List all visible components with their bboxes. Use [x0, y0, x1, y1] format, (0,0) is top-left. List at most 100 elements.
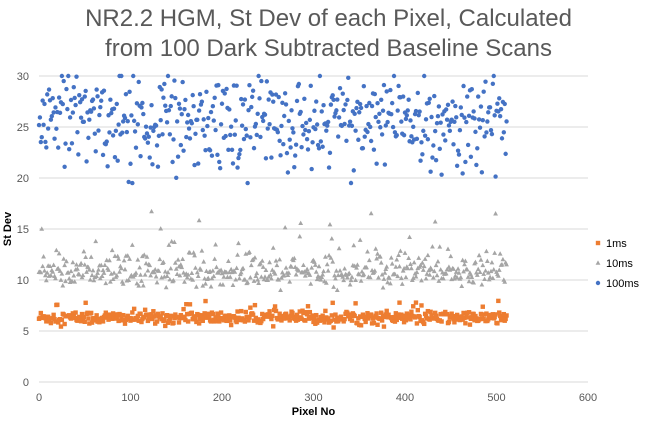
data-point-10ms — [302, 273, 308, 278]
data-point-100ms — [134, 101, 140, 106]
data-point-100ms — [39, 135, 44, 140]
data-point-100ms — [114, 101, 119, 107]
data-point-100ms — [314, 122, 320, 127]
data-point-100ms — [93, 149, 98, 154]
data-point-100ms — [405, 108, 410, 113]
data-point-100ms — [172, 78, 177, 83]
data-point-10ms — [161, 259, 166, 265]
legend-label-1ms: 1ms — [606, 238, 627, 250]
data-point-10ms — [50, 269, 56, 274]
data-point-10ms — [189, 270, 195, 276]
data-point-100ms — [257, 96, 262, 101]
data-point-10ms — [100, 267, 106, 273]
data-point-10ms — [75, 266, 80, 271]
data-point-1ms — [232, 315, 238, 320]
data-point-100ms — [368, 124, 373, 130]
data-point-100ms — [428, 169, 433, 174]
data-point-10ms — [193, 284, 199, 289]
legend-label-10ms: 10ms — [606, 258, 633, 270]
data-point-100ms — [64, 86, 69, 92]
data-point-10ms — [496, 267, 502, 272]
data-point-100ms — [56, 95, 62, 100]
data-point-1ms — [227, 313, 232, 318]
data-point-10ms — [209, 275, 215, 281]
data-point-100ms — [38, 139, 44, 145]
data-point-100ms — [369, 103, 375, 109]
data-point-100ms — [327, 150, 333, 156]
data-point-10ms — [96, 267, 101, 272]
data-point-100ms — [236, 155, 241, 161]
data-point-1ms — [341, 319, 346, 324]
data-point-10ms — [375, 251, 380, 256]
data-point-100ms — [76, 152, 81, 157]
data-point-100ms — [490, 81, 496, 86]
data-point-1ms — [48, 320, 54, 326]
data-point-10ms — [283, 265, 289, 270]
data-point-100ms — [409, 134, 414, 139]
data-point-100ms — [281, 142, 286, 147]
data-point-1ms — [473, 313, 478, 319]
data-point-10ms — [253, 273, 259, 278]
data-point-1ms — [162, 318, 167, 323]
data-point-100ms — [223, 133, 228, 139]
data-point-10ms — [134, 280, 140, 286]
data-point-1ms — [299, 316, 304, 321]
data-point-100ms — [480, 118, 485, 123]
data-point-100ms — [73, 102, 78, 108]
data-point-1ms — [309, 315, 314, 321]
data-point-10ms — [97, 275, 103, 281]
data-point-10ms — [475, 266, 481, 272]
data-point-10ms — [301, 262, 306, 268]
data-point-100ms — [324, 128, 329, 133]
data-point-100ms — [99, 98, 104, 103]
data-point-100ms — [83, 88, 88, 94]
data-point-10ms — [277, 256, 283, 262]
data-point-1ms — [225, 318, 230, 324]
data-point-10ms — [398, 248, 403, 253]
data-point-100ms — [140, 100, 145, 106]
y-tick-label: 30 — [17, 71, 29, 83]
legend: 1ms 10ms 100ms — [595, 238, 640, 290]
data-point-10ms — [469, 274, 475, 280]
legend-label-100ms: 100ms — [606, 278, 640, 290]
data-point-10ms — [251, 278, 257, 283]
data-point-100ms — [477, 125, 483, 130]
data-point-10ms — [312, 262, 318, 267]
data-point-1ms — [246, 318, 251, 323]
data-point-10ms — [242, 277, 248, 282]
data-point-100ms — [148, 125, 153, 130]
data-point-10ms — [332, 272, 337, 278]
data-point-100ms — [184, 134, 189, 140]
data-point-100ms — [283, 102, 289, 107]
data-point-100ms — [438, 120, 443, 125]
data-point-100ms — [206, 115, 211, 121]
data-point-1ms — [484, 311, 489, 316]
data-point-100ms — [318, 139, 324, 144]
data-point-100ms — [284, 150, 290, 156]
data-point-1ms — [393, 311, 399, 316]
data-point-100ms — [77, 92, 82, 98]
data-point-1ms — [384, 308, 389, 314]
data-point-1ms — [166, 318, 172, 324]
data-point-100ms — [115, 158, 120, 163]
data-point-100ms — [213, 127, 218, 133]
data-point-1ms — [234, 319, 239, 325]
data-point-10ms — [59, 271, 65, 276]
data-point-10ms — [438, 267, 444, 272]
data-point-10ms — [99, 273, 105, 278]
data-point-1ms — [501, 311, 507, 317]
data-point-100ms — [169, 94, 174, 99]
data-point-10ms — [388, 255, 394, 260]
data-point-100ms — [56, 145, 61, 150]
data-point-100ms — [301, 132, 306, 137]
data-point-10ms — [80, 272, 86, 278]
data-point-100ms — [120, 130, 125, 135]
data-point-1ms — [504, 313, 509, 318]
data-point-10ms — [376, 275, 381, 280]
data-point-10ms — [122, 266, 128, 272]
data-point-10ms — [307, 272, 313, 277]
data-point-100ms — [372, 91, 378, 97]
data-point-10ms — [372, 268, 378, 273]
data-point-100ms — [197, 92, 203, 97]
data-point-100ms — [325, 119, 331, 125]
